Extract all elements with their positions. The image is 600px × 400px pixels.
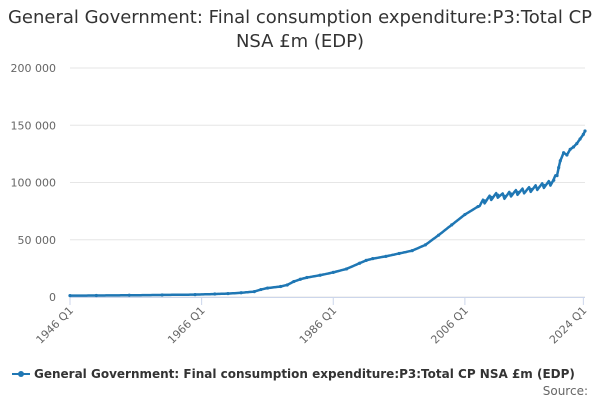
data-point[interactable]: [568, 147, 572, 151]
data-point[interactable]: [555, 174, 559, 178]
x-tick-label: 2024 Q1: [547, 304, 590, 347]
data-point[interactable]: [371, 257, 375, 261]
data-point[interactable]: [583, 129, 587, 133]
series-line: [70, 130, 587, 297]
data-point[interactable]: [558, 159, 562, 163]
x-tick-label: 1966 Q1: [165, 304, 208, 347]
data-point[interactable]: [68, 294, 72, 298]
data-point[interactable]: [450, 223, 454, 227]
chart-title: General Government: Final consumption ex…: [7, 7, 593, 52]
legend[interactable]: General Government: Final consumption ex…: [12, 365, 575, 383]
data-point[interactable]: [463, 212, 467, 217]
y-tick-label: 150 000: [11, 119, 57, 132]
data-point[interactable]: [476, 204, 480, 209]
data-point[interactable]: [397, 251, 401, 256]
data-point[interactable]: [571, 145, 576, 149]
data-point[interactable]: [529, 187, 533, 191]
legend-label: General Government: Final consumption ex…: [34, 367, 575, 381]
data-point[interactable]: [410, 249, 414, 253]
data-point[interactable]: [364, 258, 368, 262]
x-axis: 1946 Q1 1966 Q1 1986 Q1 2006 Q1 2024 Q1: [34, 297, 590, 347]
legend-swatch-icon: [12, 369, 30, 379]
y-tick-label: 0: [49, 291, 56, 304]
source-label: Source:: [542, 384, 588, 398]
data-point[interactable]: [344, 267, 349, 271]
data-point[interactable]: [557, 166, 561, 170]
data-point[interactable]: [160, 293, 164, 297]
data-point[interactable]: [509, 192, 513, 196]
data-point[interactable]: [226, 291, 230, 296]
data-point[interactable]: [357, 261, 362, 265]
data-point[interactable]: [542, 183, 546, 187]
data-point[interactable]: [423, 243, 427, 247]
data-point[interactable]: [259, 287, 263, 292]
data-point[interactable]: [305, 275, 309, 280]
data-point[interactable]: [292, 279, 296, 284]
y-tick-label: 100 000: [11, 177, 57, 190]
data-point[interactable]: [193, 292, 197, 297]
data-point[interactable]: [127, 293, 131, 297]
data-point[interactable]: [94, 293, 98, 298]
data-point[interactable]: [436, 233, 441, 237]
data-point[interactable]: [548, 181, 553, 185]
data-point[interactable]: [562, 151, 566, 155]
data-point[interactable]: [515, 190, 520, 194]
data-point[interactable]: [318, 273, 322, 277]
x-tick-label: 1946 Q1: [34, 304, 77, 347]
data-point[interactable]: [384, 254, 388, 258]
data-point[interactable]: [496, 193, 500, 197]
data-point[interactable]: [575, 141, 579, 146]
data-point[interactable]: [502, 194, 506, 198]
data-point[interactable]: [213, 292, 217, 296]
data-point[interactable]: [298, 277, 302, 281]
data-point[interactable]: [483, 199, 487, 203]
data-point[interactable]: [489, 195, 493, 199]
data-point[interactable]: [265, 286, 270, 290]
y-tick-label: 50 000: [18, 234, 57, 247]
data-point[interactable]: [581, 132, 585, 137]
grid-layer: [70, 67, 585, 298]
y-tick-label: 200 000: [11, 62, 57, 75]
y-axis: 0 50 000 100 000 150 000 200 000: [11, 62, 57, 304]
data-point[interactable]: [578, 137, 582, 141]
data-point[interactable]: [239, 291, 243, 295]
data-point[interactable]: [285, 283, 289, 287]
data-point[interactable]: [331, 270, 335, 274]
x-tick-label: 2006 Q1: [428, 304, 471, 347]
data-point[interactable]: [279, 284, 283, 289]
data-point[interactable]: [252, 290, 256, 294]
data-point[interactable]: [552, 178, 556, 182]
data-point[interactable]: [565, 153, 569, 157]
x-tick-label: 1986 Q1: [297, 304, 340, 347]
series-layer: [68, 129, 587, 298]
